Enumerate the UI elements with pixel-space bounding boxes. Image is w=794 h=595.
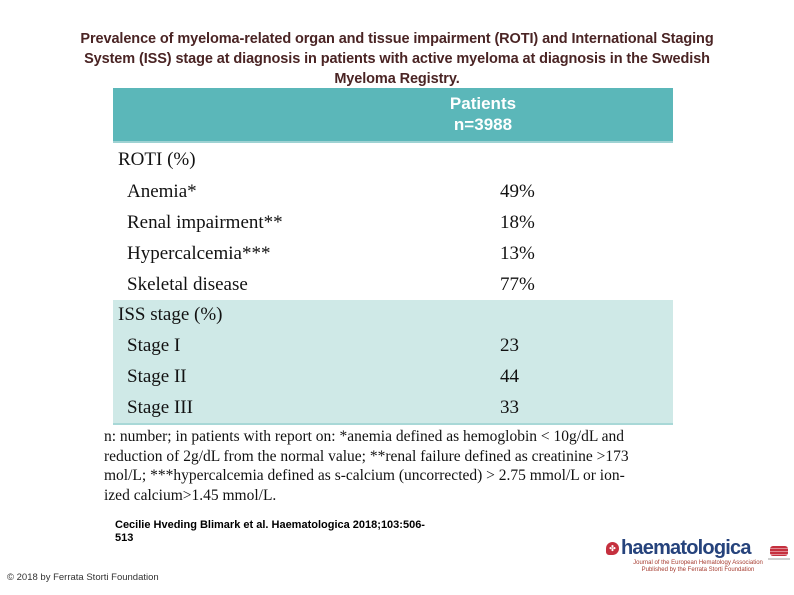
row-label: Renal impairment** — [127, 211, 283, 233]
table-row: Stage I 23 — [113, 330, 673, 361]
haematologica-logo: ✤ haematologica Journal of the European … — [606, 537, 792, 574]
logo-tagline: Journal of the European Hematology Assoc… — [606, 560, 778, 574]
patients-label: Patients — [449, 94, 517, 113]
table-row: Skeletal disease 77% — [113, 269, 673, 300]
row-value: 49% — [500, 180, 535, 202]
table-row: Hypercalcemia*** 13% — [113, 238, 673, 269]
footnote-line: mol/L; ***hypercalcemia defined as s-cal… — [104, 467, 625, 484]
footnote-line: ized calcium>1.45 mmol/L. — [104, 486, 277, 504]
prevalence-table: Patients n=3988 ROTI (%) Anemia* 49% Ren… — [113, 88, 673, 425]
table-header: Patients n=3988 — [113, 88, 673, 143]
slide-title-line: Prevalence of myeloma-related organ and … — [80, 31, 714, 47]
logo-tagline-line: Journal of the European Hematology Assoc… — [633, 560, 763, 566]
table-row: Anemia* 49% — [113, 176, 673, 207]
logo-wordmark: haematologica — [621, 537, 751, 559]
table-row: Stage III 33 — [113, 392, 673, 423]
patients-count: n=3988 — [453, 115, 513, 134]
iss-section: ISS stage (%) Stage I 23 Stage II 44 Sta… — [113, 300, 673, 425]
row-value: 77% — [500, 273, 535, 295]
seal-icon — [770, 546, 788, 556]
row-value: 23 — [500, 334, 519, 356]
roti-section: ROTI (%) Anemia* 49% Renal impairment** … — [113, 143, 673, 300]
footnote: n: number; in patients with report on: *… — [104, 427, 704, 505]
row-label: Stage III — [127, 396, 193, 418]
table-section-row: ROTI (%) — [113, 143, 673, 176]
row-label: Hypercalcemia*** — [127, 242, 271, 264]
table-row: Renal impairment** 18% — [113, 207, 673, 238]
table-header-patients: Patients n=3988 — [413, 93, 553, 135]
table-section-row: ISS stage (%) — [113, 300, 673, 330]
slide-title-line: System (ISS) stage at diagnosis in patie… — [84, 51, 710, 67]
logo-tagline-line: Published by the Ferrata Storti Foundati… — [641, 567, 755, 573]
slide-title: Prevalence of myeloma-related organ and … — [0, 29, 794, 89]
section-header-label: ISS stage (%) — [118, 304, 223, 325]
table-row: Stage II 44 — [113, 361, 673, 392]
row-label: Stage I — [127, 334, 181, 356]
section-header-label: ROTI (%) — [118, 148, 196, 170]
row-label: Stage II — [127, 365, 187, 387]
row-label: Anemia* — [127, 180, 197, 202]
row-value: 44 — [500, 365, 519, 387]
row-value: 33 — [500, 396, 519, 418]
row-value: 18% — [500, 211, 535, 233]
slide-title-line: Myeloma Registry. — [334, 71, 460, 87]
logo-row: ✤ haematologica — [606, 537, 792, 559]
row-label: Skeletal disease — [127, 273, 248, 295]
citation: Cecilie Hveding Blimark et al. Haematolo… — [115, 519, 515, 545]
citation-line: 513 — [115, 532, 134, 544]
copyright-notice: © 2018 by Ferrata Storti Foundation — [7, 572, 159, 583]
haematologica-flower-icon: ✤ — [606, 542, 619, 555]
citation-line: Cecilie Hveding Blimark et al. Haematolo… — [115, 519, 425, 531]
seal-caption — [768, 558, 790, 560]
footnote-line: n: number; in patients with report on: *… — [104, 428, 624, 445]
footnote-line: reduction of 2g/dL from the normal value… — [104, 447, 629, 465]
row-value: 13% — [500, 242, 535, 264]
